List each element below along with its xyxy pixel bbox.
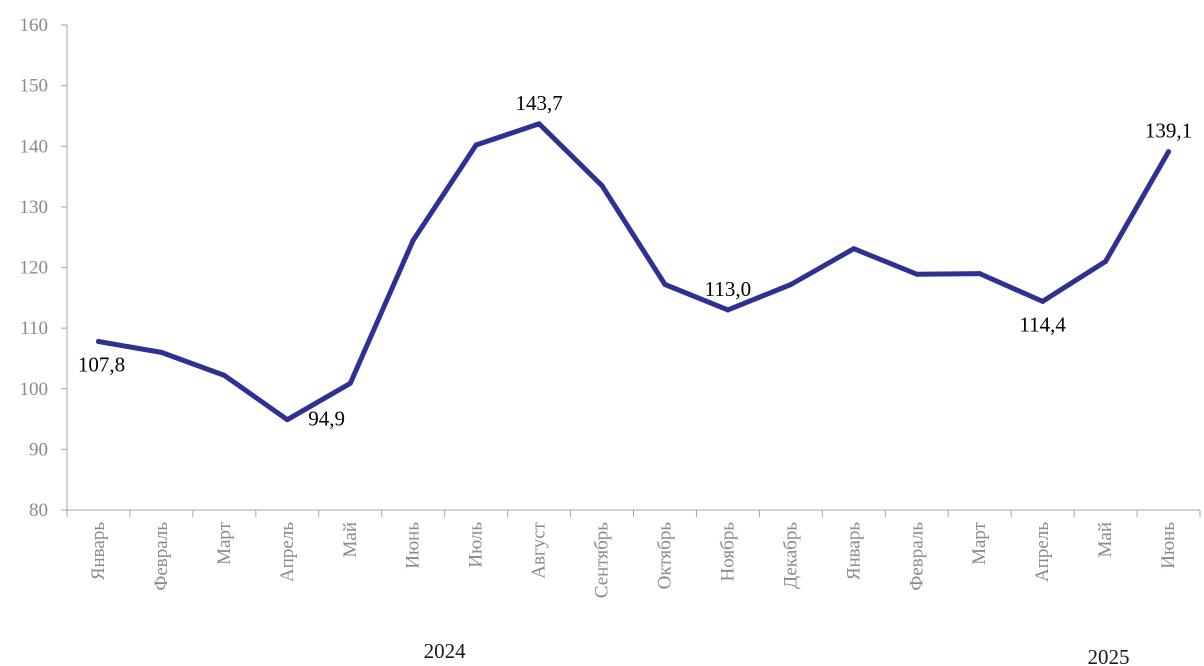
- y-tick-label: 90: [29, 439, 48, 460]
- data-point: [284, 417, 290, 423]
- data-point: [536, 121, 542, 127]
- data-point: [977, 271, 983, 277]
- y-tick-label: 150: [20, 76, 49, 97]
- x-tick-label: Февраль: [151, 522, 172, 591]
- axes: [66, 25, 1200, 511]
- data-point: [1103, 258, 1109, 264]
- year-label: 2025: [1088, 645, 1130, 666]
- x-tick-label: Январь: [843, 522, 864, 580]
- year-labels: 2024 2025: [424, 639, 1130, 666]
- x-tick-label: Июнь: [1158, 522, 1179, 569]
- y-tick-label: 140: [20, 136, 49, 157]
- y-axis-ticks: 80 90 100 110 120 130 140 150 160: [20, 15, 67, 521]
- year-label: 2024: [424, 639, 467, 663]
- data-point: [788, 281, 794, 287]
- data-point: [662, 281, 668, 287]
- x-tick-label: Январь: [88, 522, 109, 580]
- x-tick-label: Апрель: [277, 522, 298, 582]
- series-line: [96, 121, 1171, 423]
- data-label: 139,1: [1145, 119, 1192, 143]
- data-point: [158, 349, 164, 355]
- x-tick-label: Февраль: [906, 522, 927, 591]
- x-tick-label: Март: [969, 521, 990, 565]
- data-point: [95, 338, 101, 344]
- data-label: 107,8: [78, 352, 125, 376]
- data-point: [473, 142, 479, 148]
- data-point: [725, 307, 731, 313]
- y-tick-label: 130: [20, 197, 49, 218]
- data-point: [410, 237, 416, 243]
- x-axis-ticks: Январь Февраль Март Апрель Май Июнь Июль Август…: [66, 510, 1201, 598]
- data-point: [221, 372, 227, 378]
- x-tick-label: Апрель: [1032, 522, 1053, 582]
- data-point: [1040, 298, 1046, 304]
- y-tick-label: 120: [20, 258, 49, 279]
- x-tick-label: Июль: [466, 522, 487, 568]
- x-tick-label: Март: [214, 521, 235, 565]
- data-label: 94,9: [308, 407, 345, 431]
- data-label: 114,4: [1019, 312, 1066, 336]
- x-tick-label: Декабрь: [780, 522, 801, 589]
- x-tick-label: Май: [340, 522, 361, 558]
- data-point: [347, 380, 353, 386]
- data-label: 113,0: [705, 277, 751, 301]
- data-point: [914, 271, 920, 277]
- x-tick-label: Май: [1095, 522, 1116, 558]
- y-tick-label: 110: [20, 318, 48, 339]
- x-tick-label: Октябрь: [654, 522, 675, 590]
- x-tick-label: Ноябрь: [717, 522, 738, 582]
- x-tick-label: Сентябрь: [592, 522, 613, 598]
- y-tick-label: 160: [20, 15, 49, 36]
- data-point: [599, 183, 605, 189]
- data-labels: 107,8 94,9 143,7 113,0 114,4 139,1: [78, 91, 1192, 431]
- data-label: 143,7: [515, 91, 562, 115]
- x-tick-label: Август: [529, 521, 550, 578]
- y-tick-label: 80: [29, 500, 48, 521]
- data-point: [851, 246, 857, 252]
- y-tick-label: 100: [20, 379, 49, 400]
- series-group: [95, 121, 1172, 423]
- x-tick-label: Июнь: [403, 522, 424, 569]
- data-point: [1166, 149, 1172, 155]
